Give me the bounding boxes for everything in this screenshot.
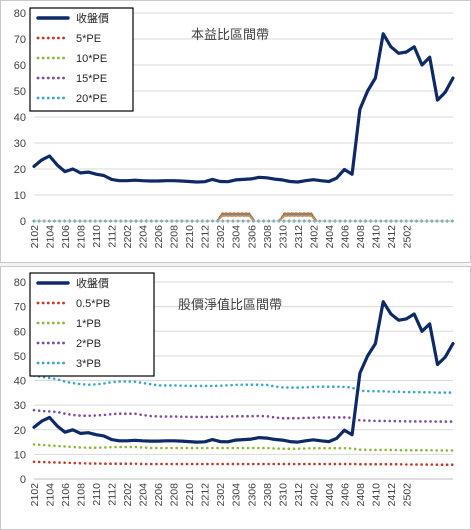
x-tick-label: 2108	[76, 225, 88, 249]
band-bump-line	[278, 214, 318, 222]
x-tick-label: 2304	[231, 483, 243, 507]
y-tick-label: 50	[14, 351, 26, 363]
x-tick-label: 2204	[138, 483, 150, 507]
x-tick-label: 2208	[169, 225, 181, 249]
x-tick-label: 2412	[386, 483, 398, 507]
x-tick-label: 2312	[293, 225, 305, 249]
legend-box	[29, 7, 134, 112]
y-tick-label: 20	[14, 425, 26, 437]
x-tick-label: 2410	[370, 225, 382, 249]
pe-band-chart-panel: 0 10 20 30 40 50 60 70 80 2102 2104 2106 2108 2110 211…	[0, 0, 471, 263]
y-tick-label: 40	[14, 376, 26, 388]
x-tick-label: 2112	[107, 225, 119, 248]
x-tick-label: 2106	[60, 225, 72, 249]
x-tick-label: 2502	[401, 483, 413, 507]
x-tick-label: 2306	[246, 225, 258, 249]
x-tick-label: 2112	[107, 483, 119, 506]
legend-label: 1*PB	[76, 318, 101, 330]
series-line-4	[32, 374, 455, 394]
x-tick-label: 2312	[293, 483, 305, 507]
x-tick-label: 2308	[262, 483, 274, 507]
x-tick-label: 2302	[215, 225, 227, 249]
x-tick-label: 2110	[91, 225, 103, 248]
x-tick-label: 2404	[324, 483, 336, 507]
x-tick-label: 2104	[45, 225, 57, 249]
x-tick-label: 2210	[184, 225, 196, 249]
x-tick-label: 2306	[246, 483, 258, 507]
x-tick-label: 2102	[29, 225, 41, 249]
y-tick-label: 10	[14, 449, 26, 461]
x-tick-label: 2210	[184, 483, 196, 507]
y-tick-label: 30	[14, 400, 26, 412]
x-tick-label: 2302	[215, 483, 227, 507]
legend-label: 收盤價	[76, 276, 109, 290]
x-tick-label: 2102	[29, 483, 41, 507]
x-tick-label: 2404	[324, 225, 336, 249]
x-tick-label: 2110	[91, 483, 103, 506]
x-tick-label: 2412	[386, 225, 398, 249]
legend-label: 20*PE	[76, 93, 107, 105]
x-tick-label: 2310	[277, 225, 289, 249]
y-tick-label: 60	[14, 60, 26, 72]
legend-label: 3*PB	[76, 358, 101, 370]
chart-title: 本益比區間帶	[191, 27, 269, 42]
x-tick-label: 2410	[370, 483, 382, 507]
x-tick-label: 2202	[122, 483, 134, 507]
legend-label: 0.5*PB	[76, 298, 110, 310]
chart-title: 股價淨值比區間帶	[178, 297, 282, 312]
legend-label: 10*PE	[76, 53, 107, 65]
y-tick-label: 30	[14, 138, 26, 150]
x-tick-label: 2206	[153, 225, 165, 249]
x-tick-label: 2406	[339, 483, 351, 507]
y-tick-label: 50	[14, 86, 26, 98]
pe-band-chart: 0 10 20 30 40 50 60 70 80 2102 2104 2106 2108 2110 211…	[14, 7, 455, 249]
x-tick-label: 2310	[277, 483, 289, 507]
x-tick-label: 2108	[76, 483, 88, 507]
y-tick-label: 70	[14, 302, 26, 314]
y-tick-label: 20	[14, 164, 26, 176]
y-tick-label: 70	[14, 34, 26, 46]
band-bump-line	[216, 214, 256, 222]
x-tick-label: 2408	[355, 225, 367, 249]
y-tick-label: 60	[14, 326, 26, 338]
x-tick-label: 2502	[401, 225, 413, 249]
x-tick-label: 2208	[169, 483, 181, 507]
x-tick-label: 2406	[339, 225, 351, 249]
y-tick-label: 80	[14, 277, 26, 289]
x-tick-label: 2402	[308, 483, 320, 507]
legend-label: 收盤價	[76, 11, 109, 25]
pb-band-chart: 0 10 20 30 40 50 60 70 80 2102 2104 2106 2108 2110 211…	[14, 272, 455, 507]
y-tick-label: 80	[14, 8, 26, 20]
pb-band-chart-panel: 0 10 20 30 40 50 60 70 80 2102 2104 2106 2108 2110 211…	[0, 266, 471, 530]
x-tick-label: 2106	[60, 483, 72, 507]
series-line-1	[32, 460, 455, 466]
x-tick-label: 2402	[308, 225, 320, 249]
x-tick-label: 2206	[153, 483, 165, 507]
y-tick-label: 0	[20, 216, 26, 228]
x-tick-label: 2308	[262, 225, 274, 249]
legend-label: 15*PE	[76, 73, 107, 85]
x-tick-label: 2202	[122, 225, 134, 249]
x-tick-label: 2408	[355, 483, 367, 507]
series-line-2	[32, 443, 455, 452]
series-line-0	[32, 300, 455, 444]
x-tick-label: 2212	[200, 483, 212, 507]
x-tick-label: 2104	[45, 483, 57, 507]
series-line-3	[32, 408, 455, 423]
y-tick-label: 10	[14, 190, 26, 202]
legend-box	[29, 272, 155, 377]
x-tick-label: 2204	[138, 225, 150, 249]
legend-label: 5*PE	[76, 33, 101, 45]
y-tick-label: 40	[14, 112, 26, 124]
series-line-0	[32, 32, 455, 184]
x-tick-label: 2304	[231, 225, 243, 249]
legend-label: 2*PB	[76, 338, 101, 350]
y-tick-label: 0	[20, 474, 26, 486]
x-tick-label: 2212	[200, 225, 212, 249]
